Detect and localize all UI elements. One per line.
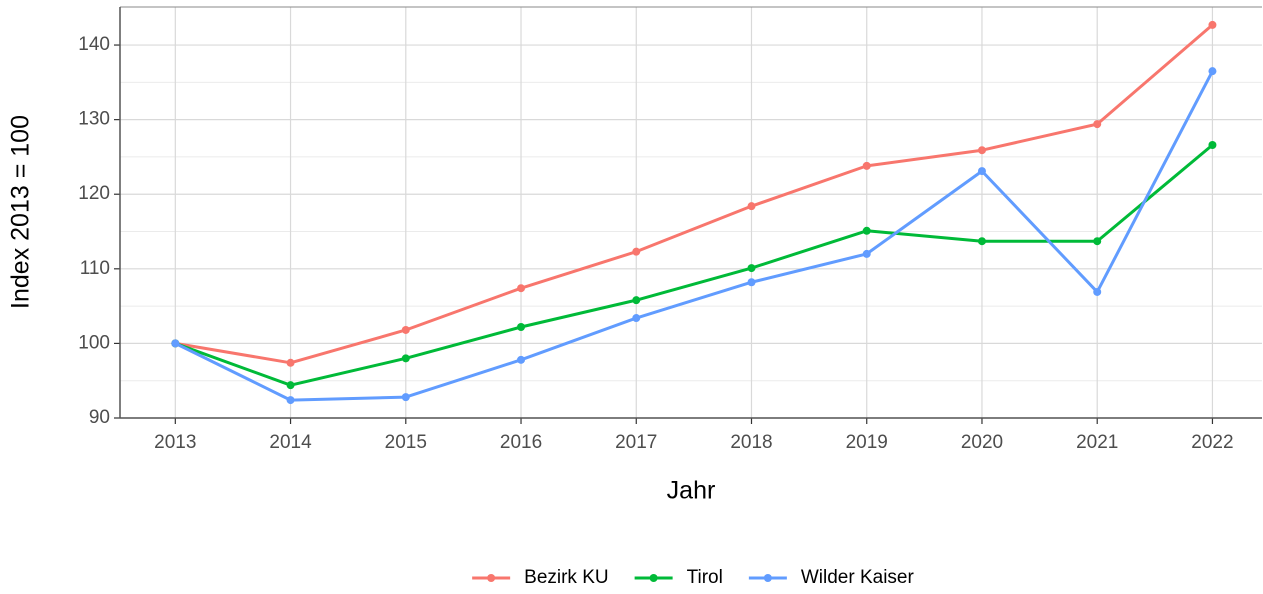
data-point [401, 325, 410, 334]
legend-label: Bezirk KU [524, 567, 608, 588]
data-point [747, 202, 756, 211]
data-point [977, 146, 986, 155]
data-point [862, 249, 871, 258]
data-point [517, 322, 526, 331]
x-tick-label: 2021 [1076, 432, 1118, 453]
series-line [174, 143, 1214, 387]
legend-label: Tirol [687, 567, 723, 588]
legend-key-point [763, 574, 772, 582]
x-tick-label: 2019 [846, 432, 888, 453]
data-point [517, 284, 526, 293]
data-point [632, 314, 641, 323]
x-tick-label: 2017 [615, 432, 657, 453]
y-axis-title: Index 2013 = 100 [7, 115, 35, 309]
data-point [286, 396, 295, 405]
data-point [171, 339, 180, 348]
data-point [1093, 120, 1102, 129]
legend-key-point [649, 574, 658, 582]
data-point [401, 393, 410, 402]
data-point [286, 358, 295, 367]
series-line [174, 70, 1214, 402]
data-point [401, 354, 410, 363]
data-point [1208, 140, 1217, 149]
data-point [632, 296, 641, 305]
y-tick-label: 130 [78, 109, 110, 130]
legend-key-point [487, 574, 496, 582]
x-axis-title: Jahr [667, 477, 716, 505]
data-point [747, 278, 756, 287]
x-tick-label: 2013 [154, 432, 196, 453]
y-tick-label: 90 [89, 407, 110, 428]
y-tick-label: 110 [80, 258, 110, 279]
data-point [1093, 237, 1102, 246]
x-tick-label: 2014 [269, 432, 312, 453]
data-point [286, 381, 295, 390]
data-point [1208, 67, 1217, 76]
data-point [747, 264, 756, 273]
y-tick-label: 120 [78, 183, 110, 204]
data-point [862, 226, 871, 235]
x-tick-label: 2015 [385, 432, 427, 453]
data-point [977, 167, 986, 176]
x-tick-label: 2020 [961, 432, 1003, 453]
data-point [632, 247, 641, 256]
x-tick-label: 2016 [500, 432, 542, 453]
data-point [1208, 20, 1217, 29]
x-tick-label: 2022 [1191, 432, 1233, 453]
legend-label: Wilder Kaiser [801, 567, 915, 588]
y-tick-label: 100 [78, 332, 110, 353]
data-point [977, 237, 986, 246]
series-line [175, 23, 1214, 365]
data-point [1093, 287, 1102, 296]
y-tick-label: 140 [78, 34, 110, 55]
data-point [862, 161, 871, 170]
x-tick-label: 2018 [730, 432, 772, 453]
data-point [517, 355, 526, 364]
